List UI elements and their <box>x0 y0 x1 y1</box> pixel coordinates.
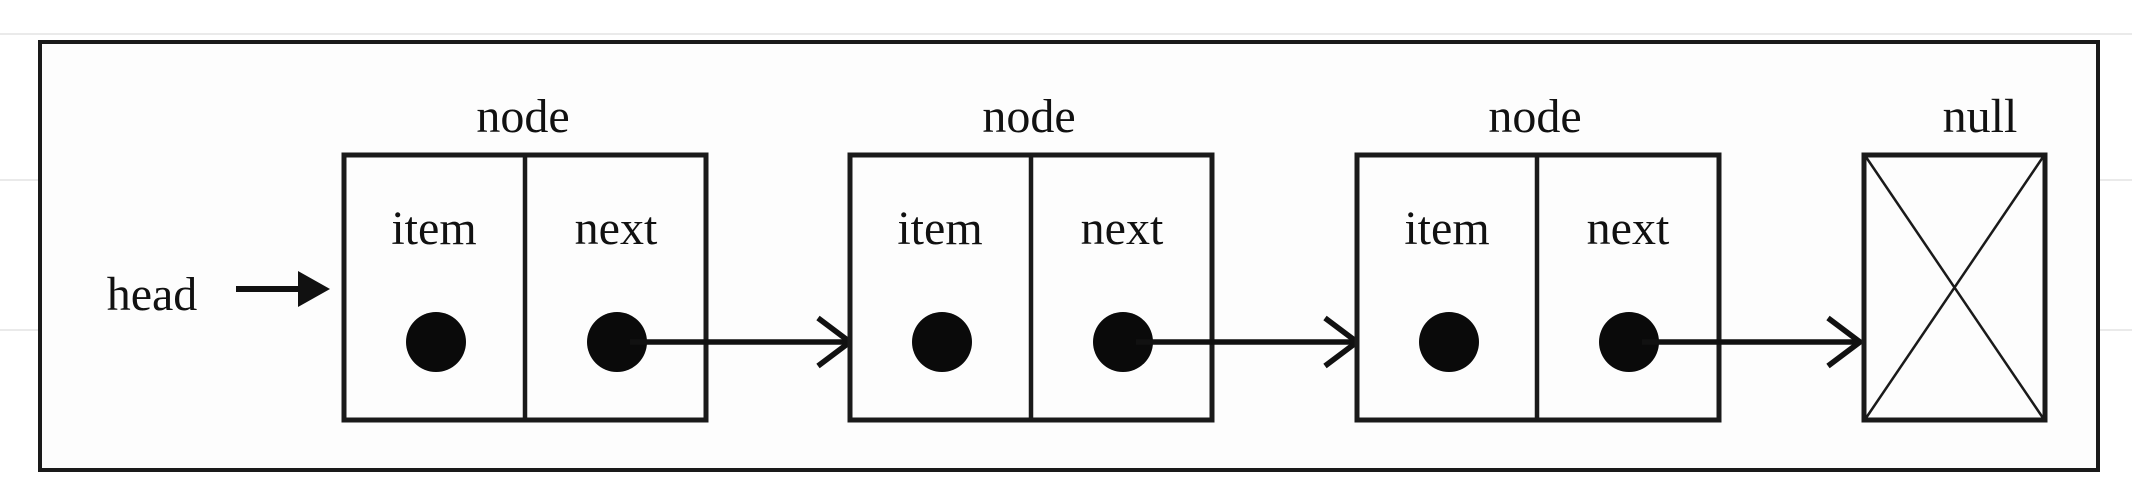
arrowhead-icon <box>1826 315 1865 369</box>
item-pointer-dot <box>1419 312 1479 372</box>
next-label: next <box>1081 202 1164 255</box>
node-title: node <box>476 90 569 143</box>
null-cross-line <box>1864 156 2045 419</box>
null-label: null <box>1943 90 2018 143</box>
item-label: item <box>897 202 982 255</box>
item-label: item <box>1404 202 1489 255</box>
next-label: next <box>575 202 658 255</box>
list-node: node item next <box>847 90 1215 423</box>
item-label: item <box>391 202 476 255</box>
next-pointer-dot <box>587 312 647 372</box>
head-arrow-icon <box>298 271 330 307</box>
next-pointer-dot <box>1093 312 1153 372</box>
node-title: node <box>1488 90 1581 143</box>
list-node: node item next <box>1354 90 1722 423</box>
item-pointer-dot <box>406 312 466 372</box>
node-title: node <box>982 90 1075 143</box>
item-pointer-dot <box>912 312 972 372</box>
null-terminal: null <box>1861 90 2048 423</box>
next-link-arrow <box>1642 315 1865 369</box>
list-node: node item next <box>341 90 709 423</box>
next-label: next <box>1587 202 1670 255</box>
head-label: head <box>107 268 198 321</box>
next-pointer-dot <box>1599 312 1659 372</box>
